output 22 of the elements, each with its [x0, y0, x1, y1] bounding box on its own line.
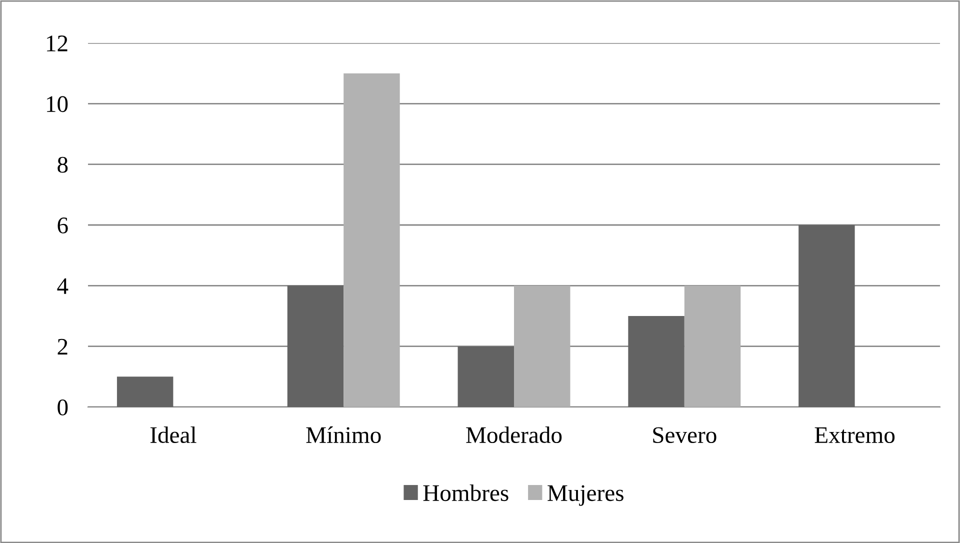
bar: [116, 376, 174, 407]
legend-label: Mujeres: [548, 485, 624, 506]
y-tick-label: 6: [58, 218, 68, 234]
x-tick-label: Mínimo: [306, 426, 381, 444]
x-tick-label: Extremo: [814, 427, 895, 444]
legend-label: Hombres: [423, 484, 508, 502]
x-tick-label: Severo: [653, 427, 716, 444]
bar: [798, 225, 855, 407]
y-tick-label: 10: [47, 96, 68, 112]
y-tick-label: 2: [58, 338, 68, 355]
y-tick-label: 4: [57, 278, 68, 294]
x-tick-label: Ideal: [150, 426, 196, 444]
bar: [344, 73, 400, 407]
bar: [628, 316, 684, 407]
y-tick-label: 12: [47, 36, 68, 52]
y-tick-label: 8: [58, 156, 68, 173]
bar: [287, 286, 344, 407]
bar: [684, 286, 741, 407]
x-tick-label: Moderado: [466, 426, 562, 444]
bar: [458, 346, 514, 407]
bar: [514, 286, 570, 407]
y-tick-label: 0: [58, 399, 68, 416]
